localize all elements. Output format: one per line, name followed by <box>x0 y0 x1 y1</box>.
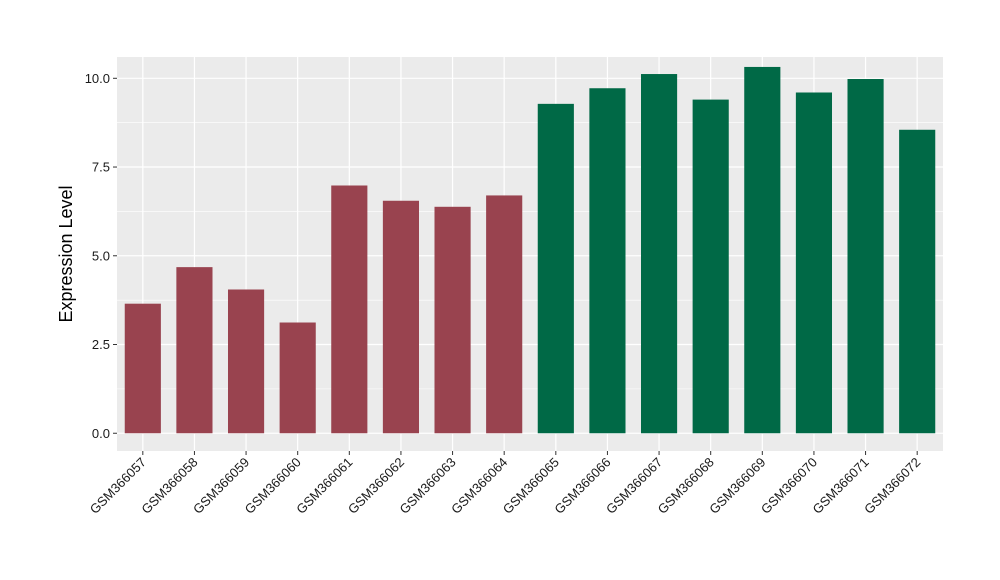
bar-GSM366069 <box>744 66 781 434</box>
y-tick-label: 5.0 <box>92 248 110 263</box>
bar-GSM366059 <box>227 289 265 434</box>
bar-GSM366060 <box>279 322 316 434</box>
bar-GSM366062 <box>382 200 420 434</box>
bar-GSM366071 <box>847 79 884 434</box>
bars <box>124 66 936 434</box>
bar-GSM366072 <box>899 129 936 434</box>
bar-GSM366058 <box>176 267 213 434</box>
y-tick-label: 10.0 <box>85 71 110 86</box>
y-axis-title: Expression Level <box>56 185 76 322</box>
bar-GSM366068 <box>692 99 729 434</box>
bar-GSM366067 <box>640 74 678 434</box>
bar-GSM366066 <box>589 88 626 434</box>
y-tick-label: 7.5 <box>92 160 110 175</box>
bar-GSM366070 <box>795 92 833 434</box>
bar-GSM366065 <box>537 103 574 434</box>
bar-GSM366063 <box>434 206 471 434</box>
bar-GSM366057 <box>124 303 161 434</box>
y-axis: 0.0 2.5 5.0 7.5 10.0 <box>85 71 117 441</box>
bar-GSM366064 <box>486 195 523 434</box>
y-tick-label: 2.5 <box>92 337 110 352</box>
y-tick-label: 0.0 <box>92 426 110 441</box>
x-tick-label: GSM366072 <box>861 455 923 517</box>
bar-GSM366061 <box>331 185 368 434</box>
x-axis: GSM366057GSM366058GSM366059GSM366060GSM3… <box>87 451 923 517</box>
